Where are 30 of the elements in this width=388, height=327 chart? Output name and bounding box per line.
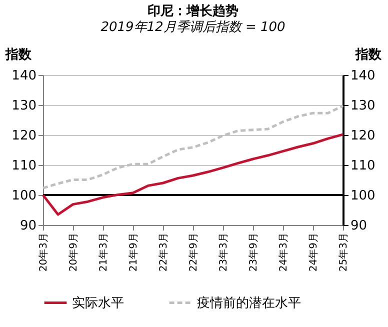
y-tick-label: 130 [12,98,36,114]
y-tick-label: 110 [12,158,36,174]
chart-subtitle: 2019年12月季调后指数 = 100 [100,20,286,35]
line-series [42,104,344,190]
legend-label: 疫情前的潜在水平 [197,296,301,311]
chart-title: 印尼：增长趋势 [148,3,238,19]
legend-label: 实际水平 [72,296,124,311]
x-tick-label: 24年9月 [308,232,320,272]
x-tick-label: 21年3月 [98,232,110,272]
y2-tick-label: 140 [350,68,376,84]
x-tick-label: 22年3月 [158,232,170,272]
y2-tick-label: 110 [350,158,376,174]
x-tick-label: 22年9月 [188,232,200,272]
y-tick-label: 140 [12,68,36,84]
y2-axis-title: 指数 [354,48,382,62]
x-tick-label: 25年3月 [338,232,350,272]
y2-tick-label: 130 [350,98,376,114]
x-tick-label: 24年3月 [278,232,290,272]
y2-tick-label: 120 [350,128,376,144]
x-tick-label: 23年9月 [248,232,260,272]
y-axis-title: 指数 [4,48,32,62]
y2-tick-label: 90 [350,218,368,234]
y2-tick-label: 100 [350,188,376,204]
y-tick-label: 100 [12,188,36,204]
x-tick-label: 23年3月 [218,232,230,272]
x-tick-label: 20年9月 [68,232,80,272]
x-tick-label: 21年9月 [128,232,140,272]
y-tick-label: 90 [20,218,36,234]
y-tick-label: 120 [12,128,36,144]
x-tick-label: 20年3月 [38,232,50,272]
